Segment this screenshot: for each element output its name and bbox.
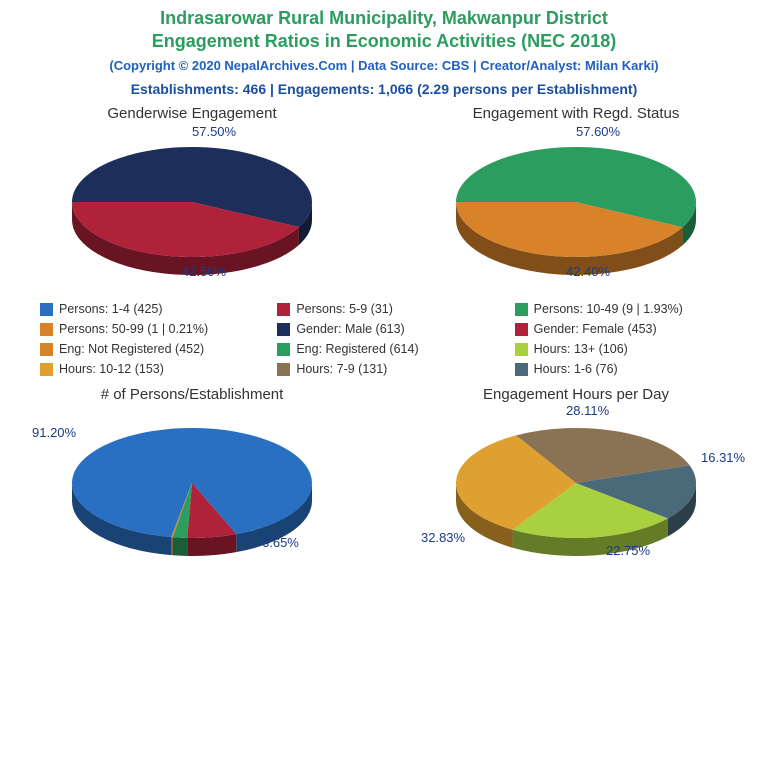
legend-label: Hours: 10-12 (153) [59, 362, 164, 376]
pie-label: 32.83% [421, 530, 465, 545]
legend: Persons: 1-4 (425) Persons: 5-9 (31) Perso… [40, 302, 748, 376]
legend-item: Hours: 13+ (106) [515, 342, 748, 356]
legend-item: Hours: 1-6 (76) [515, 362, 748, 376]
legend-item: Gender: Male (613) [277, 322, 510, 336]
chart-gender: Genderwise Engagement 57.50% 42.50% [12, 105, 372, 284]
pie-persons: 91.20%6.65% [42, 405, 342, 565]
legend-item: Eng: Registered (614) [277, 342, 510, 356]
legend-label: Gender: Female (453) [534, 322, 657, 336]
legend-label: Hours: 7-9 (131) [296, 362, 387, 376]
chart-gender-title: Genderwise Engagement [12, 105, 372, 122]
legend-swatch [40, 343, 53, 356]
stats-line: Establishments: 466 | Engagements: 1,066… [0, 73, 768, 97]
legend-swatch [40, 303, 53, 316]
chart-hours: Engagement Hours per Day 22.75%32.83%28.… [396, 386, 756, 565]
legend-swatch [515, 363, 528, 376]
pie-gender: 57.50% 42.50% [42, 124, 342, 284]
pie-label: 42.40% [566, 264, 610, 279]
legend-label: Persons: 1-4 (425) [59, 302, 163, 316]
legend-swatch [277, 303, 290, 316]
legend-item: Persons: 5-9 (31) [277, 302, 510, 316]
legend-label: Persons: 50-99 (1 | 0.21%) [59, 322, 208, 336]
legend-swatch [515, 323, 528, 336]
pie-label: 16.31% [701, 450, 745, 465]
legend-label: Hours: 1-6 (76) [534, 362, 618, 376]
pie-hours: 22.75%32.83%28.11%16.31% [426, 405, 726, 565]
pie-label: 6.65% [262, 535, 299, 550]
chart-row-bottom: # of Persons/Establishment 91.20%6.65% E… [0, 386, 768, 565]
legend-label: Gender: Male (613) [296, 322, 404, 336]
legend-item: Persons: 1-4 (425) [40, 302, 273, 316]
legend-item: Hours: 7-9 (131) [277, 362, 510, 376]
legend-swatch [277, 363, 290, 376]
legend-swatch [277, 343, 290, 356]
pie-label: 42.50% [182, 264, 226, 279]
legend-label: Eng: Not Registered (452) [59, 342, 204, 356]
chart-regd-title: Engagement with Regd. Status [396, 105, 756, 122]
chart-persons-title: # of Persons/Establishment [12, 386, 372, 403]
legend-item: Persons: 10-49 (9 | 1.93%) [515, 302, 748, 316]
pie-label: 57.50% [192, 124, 236, 139]
legend-swatch [277, 323, 290, 336]
copyright-line: (Copyright © 2020 NepalArchives.Com | Da… [0, 52, 768, 73]
page-title-2: Engagement Ratios in Economic Activities… [0, 29, 768, 52]
legend-item: Eng: Not Registered (452) [40, 342, 273, 356]
legend-item: Hours: 10-12 (153) [40, 362, 273, 376]
legend-label: Persons: 5-9 (31) [296, 302, 393, 316]
legend-label: Persons: 10-49 (9 | 1.93%) [534, 302, 683, 316]
pie-label: 57.60% [576, 124, 620, 139]
pie-label: 91.20% [32, 425, 76, 440]
legend-swatch [515, 303, 528, 316]
page-title-1: Indrasarowar Rural Municipality, Makwanp… [0, 0, 768, 29]
pie-label: 22.75% [606, 543, 650, 558]
legend-label: Eng: Registered (614) [296, 342, 418, 356]
chart-persons: # of Persons/Establishment 91.20%6.65% [12, 386, 372, 565]
legend-swatch [40, 323, 53, 336]
legend-item: Persons: 50-99 (1 | 0.21%) [40, 322, 273, 336]
legend-item: Gender: Female (453) [515, 322, 748, 336]
pie-label: 28.11% [566, 403, 609, 418]
chart-row-top: Genderwise Engagement 57.50% 42.50% Engag… [0, 105, 768, 284]
chart-regd: Engagement with Regd. Status 57.60% 42.40… [396, 105, 756, 284]
pie-regd: 57.60% 42.40% [426, 124, 726, 284]
legend-swatch [40, 363, 53, 376]
legend-swatch [515, 343, 528, 356]
legend-label: Hours: 13+ (106) [534, 342, 628, 356]
chart-hours-title: Engagement Hours per Day [396, 386, 756, 403]
